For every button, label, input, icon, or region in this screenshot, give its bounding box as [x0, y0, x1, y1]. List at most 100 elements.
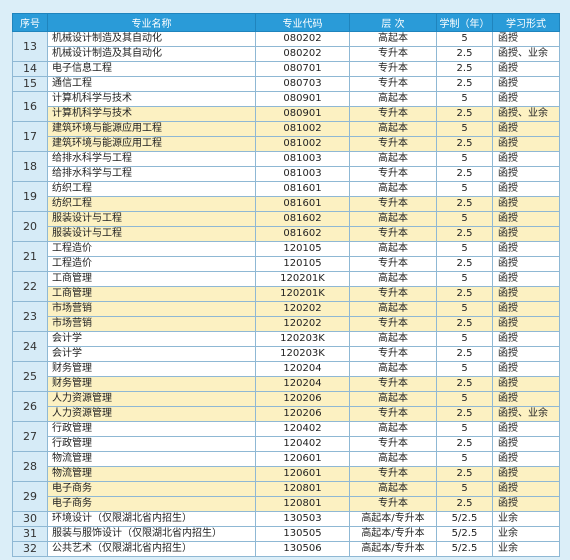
- years-cell: 5: [436, 211, 493, 227]
- table-row: 25 财务管理 120204 高起本 5 函授: [12, 361, 560, 392]
- years-cell: 2.5: [436, 406, 493, 422]
- major-name-cell: 机械设计制造及其自动化: [47, 31, 256, 47]
- years-cell: 5: [436, 271, 493, 287]
- years-cell: 2.5: [436, 256, 493, 272]
- study-form-cell: 函授: [492, 76, 560, 92]
- major-code-cell: 080701: [255, 61, 350, 77]
- major-code-cell: 120201K: [255, 271, 350, 287]
- years-cell: 2.5: [436, 76, 493, 92]
- study-form-cell: 函授: [492, 391, 560, 407]
- table-row: 24 会计学 120203K 高起本 5 函授: [12, 331, 560, 362]
- row-seq-number: 23: [12, 301, 48, 332]
- level-cell: 专升本: [349, 436, 437, 452]
- table-row: 19 纺织工程 081601 高起本 5 函授: [12, 181, 560, 212]
- row-seq-number: 24: [12, 331, 48, 362]
- major-name-cell: 服装与服饰设计（仅限湖北省内招生）: [47, 526, 256, 542]
- table-row: 行政管理 120402 专升本 2.5 函授: [13, 436, 560, 452]
- row-seq-number: 20: [12, 211, 48, 242]
- major-code-cell: 120402: [255, 421, 350, 437]
- study-form-cell: 函授: [492, 271, 560, 287]
- study-form-cell: 函授: [492, 211, 560, 227]
- major-name-cell: 纺织工程: [47, 196, 256, 212]
- level-cell: 专升本: [349, 256, 437, 272]
- table-row: 23 市场营销 120202 高起本 5 函授: [12, 301, 560, 332]
- row-seq-number: 29: [12, 481, 48, 512]
- major-code-cell: 081601: [255, 181, 350, 197]
- major-name-cell: 财务管理: [47, 376, 256, 392]
- table-row: 会计学 120203K 专升本 2.5 函授: [13, 346, 560, 362]
- major-code-cell: 081003: [255, 166, 350, 182]
- level-cell: 高起本: [349, 481, 437, 497]
- table-row: 给排水科学与工程 081003 专升本 2.5 函授: [13, 166, 560, 182]
- level-cell: 专升本: [349, 466, 437, 482]
- study-form-cell: 函授、业余: [492, 106, 560, 122]
- years-cell: 2.5: [436, 226, 493, 242]
- years-cell: 2.5: [436, 196, 493, 212]
- study-form-cell: 函授: [492, 166, 560, 182]
- study-form-cell: 函授、业余: [492, 406, 560, 422]
- row-seq-number: 26: [12, 391, 48, 422]
- major-name-cell: 工程造价: [47, 241, 256, 257]
- major-name-cell: 会计学: [47, 331, 256, 347]
- level-cell: 高起本: [349, 271, 437, 287]
- study-form-cell: 函授: [492, 436, 560, 452]
- years-cell: 5: [436, 181, 493, 197]
- table-row: 26 人力资源管理 120206 高起本 5 函授: [12, 391, 560, 422]
- study-form-cell: 函授: [492, 31, 560, 47]
- major-name-cell: 服装设计与工程: [47, 226, 256, 242]
- major-code-cell: 120204: [255, 361, 350, 377]
- major-code-cell: 081602: [255, 211, 350, 227]
- table-row: 22 工商管理 120201K 高起本 5 函授: [12, 271, 560, 302]
- level-cell: 高起本: [349, 151, 437, 167]
- table-row: 20 服装设计与工程 081602 高起本 5 函授: [12, 211, 560, 242]
- table-body: 13 机械设计制造及其自动化 080202 高起本 5 函授 机械设计制造及其自动化 0802…: [12, 31, 560, 557]
- row-seq-number: 16: [12, 91, 48, 122]
- table-row: 电子商务 120801 专升本 2.5 函授: [13, 496, 560, 512]
- major-name-cell: 机械设计制造及其自动化: [47, 46, 256, 62]
- row-seq-number: 25: [12, 361, 48, 392]
- row-seq-number: 18: [12, 151, 48, 182]
- study-form-cell: 函授: [492, 91, 560, 107]
- major-name-cell: 工商管理: [47, 271, 256, 287]
- major-name-cell: 电子信息工程: [47, 61, 256, 77]
- level-cell: 高起本: [349, 121, 437, 137]
- years-cell: 5/2.5: [436, 541, 493, 557]
- study-form-cell: 函授: [492, 496, 560, 512]
- major-code-cell: 120105: [255, 241, 350, 257]
- level-cell: 高起本: [349, 421, 437, 437]
- major-code-cell: 130505: [255, 526, 350, 542]
- level-cell: 高起本/专升本: [349, 526, 437, 542]
- level-cell: 专升本: [349, 76, 437, 92]
- study-form-cell: 业余: [492, 541, 560, 557]
- major-code-cell: 081002: [255, 136, 350, 152]
- years-cell: 5: [436, 331, 493, 347]
- level-cell: 专升本: [349, 226, 437, 242]
- years-cell: 5: [436, 421, 493, 437]
- major-name-cell: 建筑环境与能源应用工程: [47, 121, 256, 137]
- major-code-cell: 120206: [255, 406, 350, 422]
- years-cell: 2.5: [436, 436, 493, 452]
- table-row: 市场营销 120202 专升本 2.5 函授: [13, 316, 560, 332]
- study-form-cell: 函授: [492, 61, 560, 77]
- level-cell: 专升本: [349, 346, 437, 362]
- major-code-cell: 081002: [255, 121, 350, 137]
- level-cell: 高起本: [349, 211, 437, 227]
- study-form-cell: 函授: [492, 451, 560, 467]
- major-code-cell: 080901: [255, 106, 350, 122]
- table-row: 31 服装与服饰设计（仅限湖北省内招生） 130505 高起本/专升本 5/2.5 业余: [12, 526, 560, 542]
- level-cell: 专升本: [349, 106, 437, 122]
- row-seq-number: 13: [12, 31, 48, 62]
- level-cell: 高起本: [349, 91, 437, 107]
- level-cell: 专升本: [349, 61, 437, 77]
- major-code-cell: 120801: [255, 496, 350, 512]
- table-row: 27 行政管理 120402 高起本 5 函授: [12, 421, 560, 452]
- level-cell: 专升本: [349, 496, 437, 512]
- table-row: 机械设计制造及其自动化 080202 专升本 2.5 函授、业余: [13, 46, 560, 62]
- level-cell: 专升本: [349, 196, 437, 212]
- major-name-cell: 公共艺术（仅限湖北省内招生）: [47, 541, 256, 557]
- level-cell: 专升本: [349, 316, 437, 332]
- table-row: 15 通信工程 080703 专升本 2.5 函授: [12, 76, 560, 92]
- table-row: 16 计算机科学与技术 080901 高起本 5 函授: [12, 91, 560, 122]
- major-code-cell: 120202: [255, 316, 350, 332]
- major-name-cell: 工商管理: [47, 286, 256, 302]
